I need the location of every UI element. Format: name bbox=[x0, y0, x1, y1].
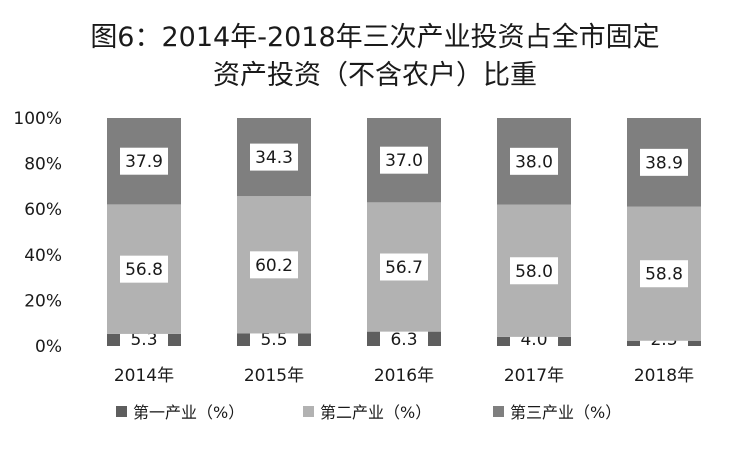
x-tick-label: 2014年 bbox=[114, 366, 174, 386]
data-label-box bbox=[640, 148, 688, 176]
data-label-box bbox=[120, 255, 168, 283]
y-axis: 0% 20% 40% 60% 80% 100% bbox=[13, 109, 62, 357]
data-label-box bbox=[510, 147, 558, 175]
data-label: 38.0 bbox=[515, 152, 553, 172]
y-tick-label: 100% bbox=[13, 109, 62, 129]
data-label: 38.9 bbox=[645, 153, 683, 173]
data-label-box bbox=[250, 251, 298, 279]
chart-title-line-2: 资产投资（不含农户）比重 bbox=[213, 60, 537, 91]
data-label: 56.7 bbox=[385, 258, 423, 278]
data-label: 56.8 bbox=[125, 260, 163, 280]
data-label: 37.0 bbox=[385, 151, 423, 171]
data-label: 58.0 bbox=[515, 262, 553, 282]
x-tick-label: 2015年 bbox=[244, 366, 304, 386]
data-label-box bbox=[250, 143, 298, 171]
data-label-box bbox=[380, 253, 428, 281]
x-axis: 2014年 2015年 2016年 2017年 2018年 bbox=[114, 366, 694, 386]
legend-swatch bbox=[303, 406, 314, 417]
x-tick-label: 2016年 bbox=[374, 366, 434, 386]
data-label-box bbox=[120, 147, 168, 175]
y-tick-label: 20% bbox=[24, 291, 62, 311]
data-label-box bbox=[380, 146, 428, 174]
data-label-box bbox=[510, 257, 558, 285]
chart-title-line-1: 图6：2014年-2018年三次产业投资占全市固定 bbox=[90, 22, 659, 53]
legend-swatch bbox=[116, 406, 127, 417]
data-label: 5.3 bbox=[130, 330, 157, 350]
data-label: 37.9 bbox=[125, 152, 163, 172]
data-label: 34.3 bbox=[255, 148, 293, 168]
bars: 5.356.837.95.560.234.36.356.737.04.058.0… bbox=[107, 118, 701, 353]
legend-label: 第三产业（%） bbox=[510, 403, 621, 422]
y-tick-label: 40% bbox=[24, 246, 62, 266]
y-tick-label: 80% bbox=[24, 155, 62, 175]
legend: 第一产业（%） 第二产业（%） 第三产业（%） bbox=[116, 403, 621, 422]
data-label: 6.3 bbox=[390, 330, 417, 350]
data-label: 58.8 bbox=[645, 265, 683, 285]
data-label-box bbox=[640, 260, 688, 288]
x-tick-label: 2017年 bbox=[504, 366, 564, 386]
legend-swatch bbox=[493, 406, 504, 417]
x-tick-label: 2018年 bbox=[634, 366, 694, 386]
data-label: 5.5 bbox=[260, 330, 287, 350]
legend-label: 第二产业（%） bbox=[320, 403, 431, 422]
y-tick-label: 60% bbox=[24, 200, 62, 220]
data-label: 60.2 bbox=[255, 256, 293, 276]
y-tick-label: 0% bbox=[35, 337, 62, 357]
legend-label: 第一产业（%） bbox=[133, 403, 244, 422]
